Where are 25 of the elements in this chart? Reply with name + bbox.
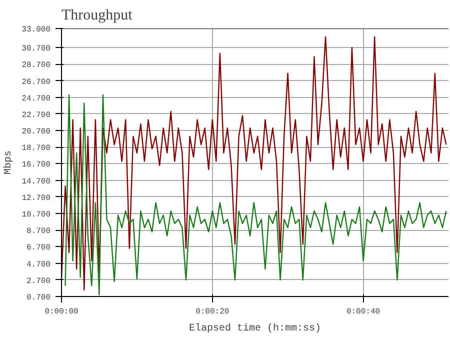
y-tick-label: 12.700 [22,194,51,203]
y-tick-label: 0.700 [26,294,51,302]
y-tick-label: 10.700 [22,210,51,220]
y-tick-label: 16.700 [22,160,51,170]
y-tick-label: 8.700 [26,227,51,236]
y-tick-label: 20.700 [22,128,51,137]
x-axis-title: Elapsed time (h:mm:ss) [188,322,322,334]
y-tick-label: 2.700 [26,276,51,286]
line-series [62,36,447,290]
x-tick-label: 0:00:20 [196,308,230,316]
y-tick-label: 33.000 [22,26,51,34]
line-series [64,94,447,296]
y-tick-label: 22.700 [22,110,51,120]
y-tick-label: 26.700 [22,78,51,87]
chart-title: Throughput [62,8,134,24]
y-tick-label: 28.700 [22,61,51,70]
y-axis-title: Mbps [2,150,15,174]
y-tick-label: 24.700 [22,94,51,104]
x-tick-label: 0:00:40 [346,308,380,316]
x-tick-label: 0:00:00 [44,308,78,316]
y-tick-label: 6.700 [26,244,51,253]
y-tick-label: 4.700 [26,260,51,270]
y-tick-label: 14.700 [22,177,51,186]
y-tick-label: 18.700 [22,144,51,154]
y-tick-label: 30.700 [22,44,51,54]
